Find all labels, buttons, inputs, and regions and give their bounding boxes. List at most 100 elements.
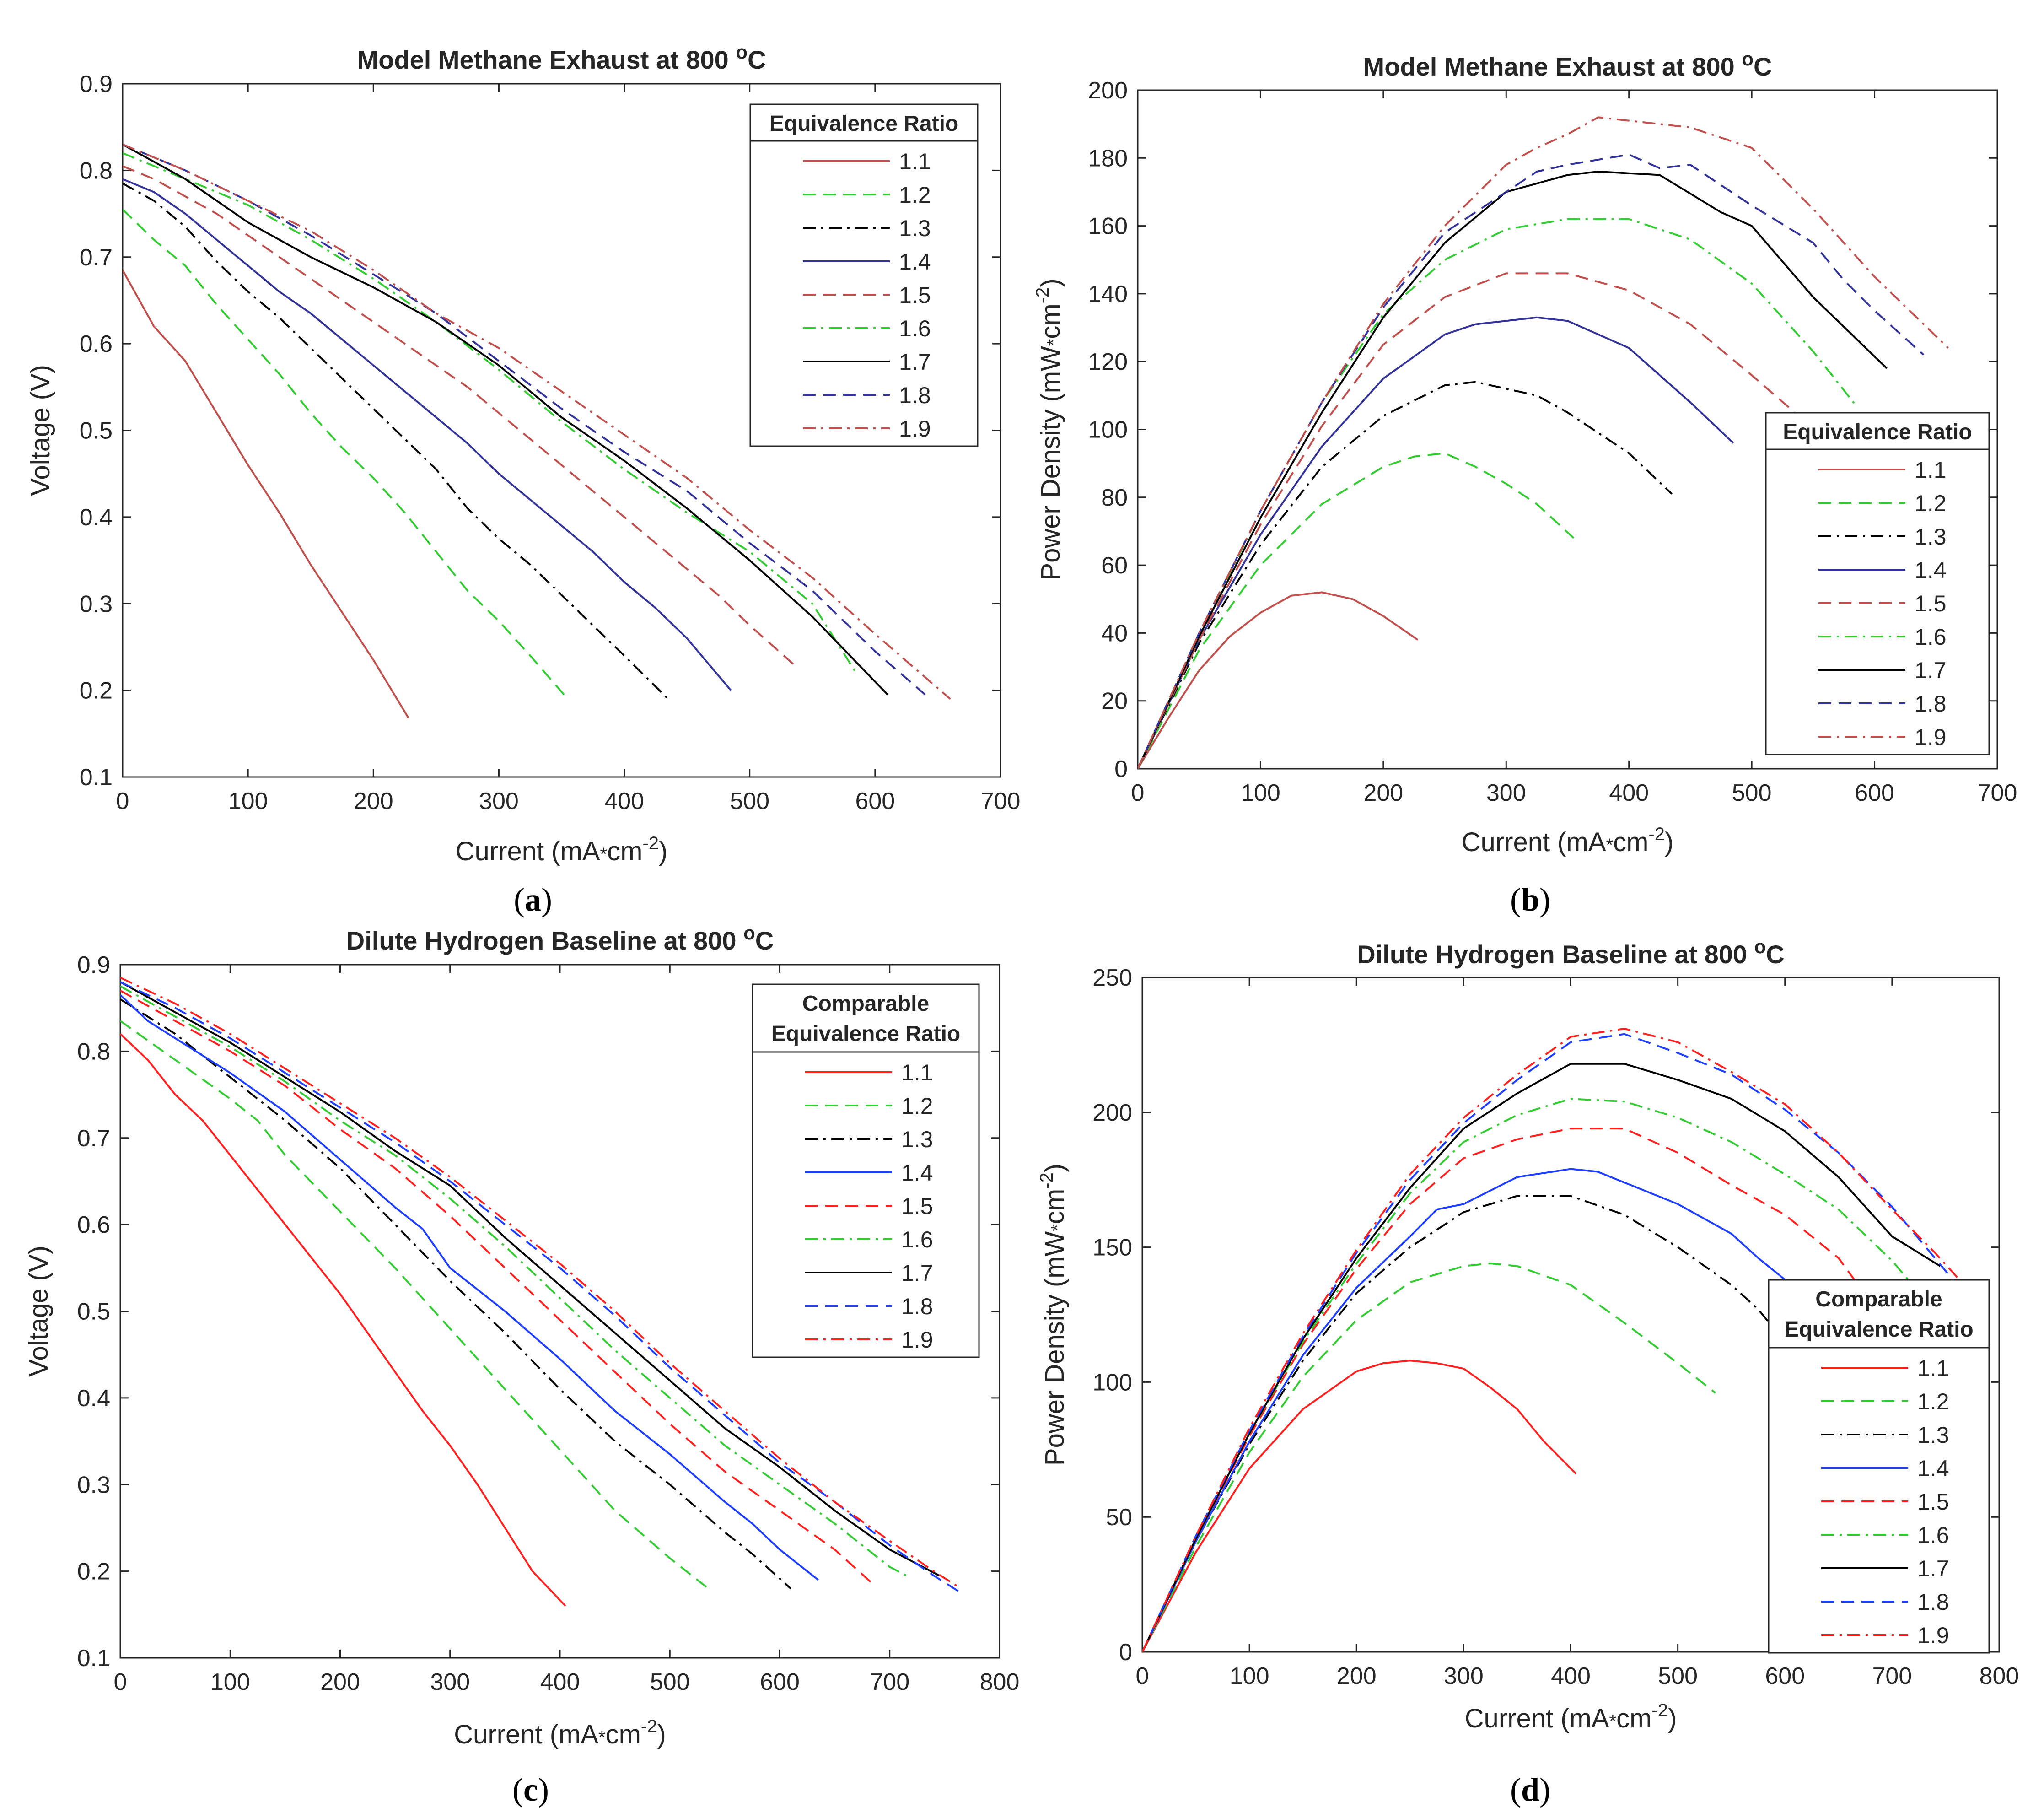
xlabel-text: Current (mA	[1462, 827, 1606, 857]
series-line-1-2	[1138, 452, 1575, 769]
y-tick-label: 0.1	[80, 764, 113, 791]
legend-entry-label: 1.8	[899, 383, 931, 408]
y-tick-label: 200	[1092, 1100, 1132, 1126]
series-line-1-1	[1142, 1360, 1577, 1652]
series-line-1-8	[120, 981, 962, 1594]
series-line-1-3	[123, 183, 669, 700]
y-tick-label: 180	[1088, 145, 1128, 172]
title-degree-superscript: o	[736, 41, 748, 63]
legend-entry-label: 1.9	[1915, 724, 1947, 750]
series-line-1-2	[120, 1020, 709, 1590]
legend-entry-label: 1.7	[901, 1260, 933, 1286]
legend: Equivalence Ratio 1.1 1.2 1.3 1.4 1.5 1.6 1.7 1.…	[1765, 412, 1990, 755]
x-tick-label: 400	[1609, 780, 1649, 806]
x-tick-label: 200	[1337, 1663, 1377, 1689]
y-tick-label: 0.6	[80, 331, 113, 357]
title-text: Dilute Hydrogen Baseline at 800	[346, 926, 743, 955]
ylabel-unit: cm	[1036, 303, 1065, 339]
y-tick-label: 0.5	[80, 418, 113, 444]
xlabel-unit: cm	[607, 836, 642, 866]
panel-label-open: (	[1510, 1771, 1521, 1808]
legend-box	[752, 983, 980, 1358]
series-line-1-2	[1142, 1263, 1716, 1652]
legend-entry-label: 1.9	[899, 416, 931, 442]
title-unit: C	[1754, 52, 1772, 81]
panel-label-close: )	[541, 881, 552, 918]
series-line-1-5	[1138, 272, 1796, 769]
xlabel-exponent: -2	[1648, 824, 1665, 844]
y-tick-label: 50	[1106, 1504, 1132, 1531]
legend-title: Comparable	[1815, 1287, 1942, 1311]
x-axis-label: Current (mA*cm-2)	[456, 833, 668, 866]
xlabel-close: )	[1668, 1704, 1677, 1733]
y-tick-label: 0.9	[80, 71, 113, 97]
panel-label: (c)	[512, 1771, 549, 1808]
legend-entry-label: 1.6	[1917, 1522, 1949, 1548]
series-line-1-6	[1138, 218, 1857, 769]
legend-entry-label: 1.7	[1917, 1556, 1949, 1581]
series-line-1-8	[1142, 1033, 1963, 1652]
series-line-1-6	[123, 152, 857, 674]
x-tick-label: 300	[1444, 1663, 1484, 1689]
legend-entry-label: 1.4	[899, 249, 931, 275]
series-line-1-9	[120, 977, 962, 1590]
legend-entry-label: 1.4	[901, 1160, 933, 1186]
legend-entry-label: 1.8	[1915, 691, 1947, 717]
series-line-1-5	[120, 990, 874, 1585]
x-axis-label: Current (mA*cm-2)	[454, 1716, 666, 1749]
y-axis-label: Power Density (mW*cm-2)	[1037, 1164, 1070, 1466]
xlabel-exponent: -2	[641, 1716, 657, 1737]
series-line-1-7	[123, 143, 888, 696]
legend-entry-label: 1.1	[1915, 457, 1947, 483]
x-tick-label: 100	[1241, 780, 1280, 806]
legend-entry-label: 1.3	[901, 1127, 933, 1152]
x-tick-label: 700	[870, 1669, 909, 1695]
y-tick-label: 0.7	[80, 244, 113, 271]
x-tick-label: 500	[1732, 780, 1772, 806]
x-tick-label: 200	[354, 788, 393, 815]
title-degree-superscript: o	[1754, 936, 1766, 957]
series-line-1-9	[123, 143, 951, 700]
legend: Comparable Equivalence Ratio 1.1 1.2 1.3 1.4 1…	[752, 983, 980, 1358]
legend-entry-label: 1.5	[1915, 591, 1947, 616]
legend-entry-label: 1.1	[1917, 1355, 1949, 1381]
panel-label: (a)	[514, 881, 552, 918]
y-tick-label: 0.4	[77, 1385, 110, 1412]
xlabel-close: )	[1665, 827, 1673, 857]
x-tick-label: 600	[760, 1669, 800, 1695]
y-tick-label: 0.6	[77, 1212, 110, 1238]
legend-title: Equivalence Ratio	[1784, 1317, 1973, 1342]
x-tick-label: 700	[1978, 780, 2017, 806]
x-tick-label: 100	[228, 788, 268, 815]
y-axis-label: Voltage (V)	[24, 1246, 54, 1377]
y-axis-label: Voltage (V)	[26, 365, 55, 496]
xlabel-star: *	[1606, 835, 1614, 855]
legend-entry-label: 1.4	[1917, 1456, 1949, 1481]
y-axis-label: Power Density (mW*cm-2)	[1033, 278, 1065, 580]
legend: Equivalence Ratio 1.1 1.2 1.3 1.4 1.5 1.6 1.7 1.…	[749, 103, 979, 447]
x-tick-label: 600	[1765, 1663, 1805, 1689]
series-line-1-4	[1138, 316, 1734, 769]
panel-label-close: )	[538, 1771, 549, 1808]
y-tick-label: 80	[1101, 485, 1128, 511]
x-tick-label: 400	[1551, 1663, 1591, 1689]
y-tick-label: 250	[1092, 965, 1132, 991]
ylabel-unit: cm	[1040, 1189, 1070, 1224]
legend-title: Equivalence Ratio	[769, 112, 958, 136]
panel-label-open: (	[512, 1771, 523, 1808]
y-tick-label: 0.4	[80, 504, 113, 531]
ylabel-text: Power Density (mW	[1036, 346, 1065, 581]
y-tick-label: 60	[1101, 552, 1128, 579]
legend-entry-label: 1.6	[901, 1227, 933, 1252]
xlabel-text: Current (mA	[456, 836, 600, 866]
series-line-1-1	[120, 1033, 566, 1607]
x-tick-label: 0	[1136, 1663, 1149, 1689]
series-group	[1142, 1028, 1963, 1652]
y-tick-label: 140	[1088, 281, 1128, 308]
title-degree-superscript: o	[743, 922, 755, 944]
ylabel-exponent: -2	[1033, 287, 1053, 304]
legend-entry-label: 1.9	[1917, 1623, 1949, 1648]
y-tick-label: 160	[1088, 213, 1128, 240]
y-tick-label: 0.3	[77, 1472, 110, 1498]
